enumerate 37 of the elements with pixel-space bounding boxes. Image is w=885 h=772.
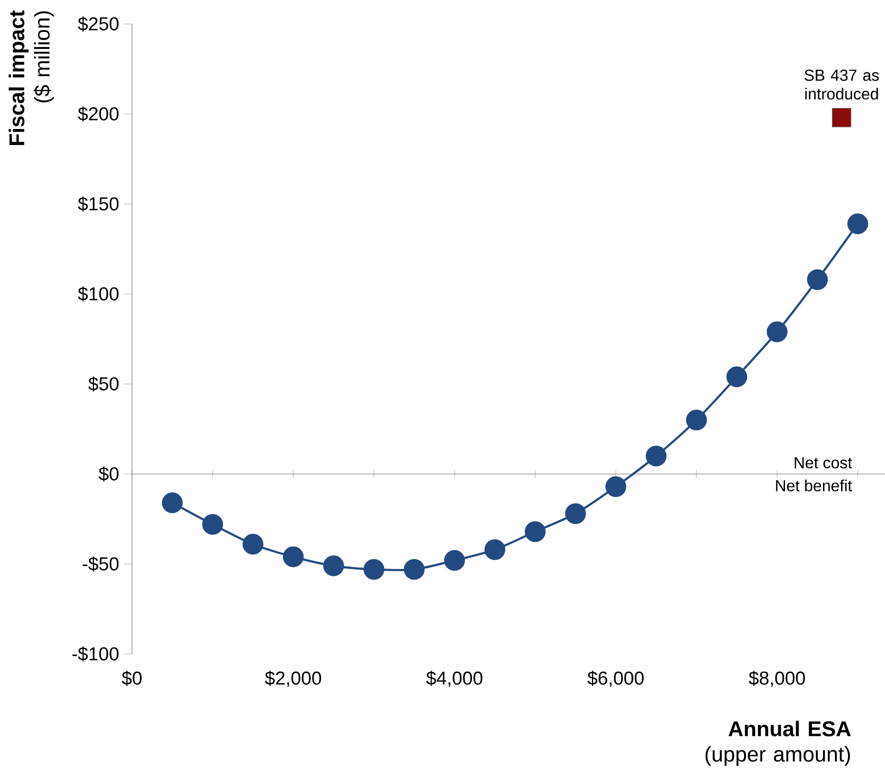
x-axis-title: Annual ESA (upper amount) xyxy=(706,720,851,766)
y-tick-label: $100 xyxy=(78,286,119,302)
point xyxy=(605,476,626,498)
annotation: Net cost xyxy=(794,457,852,468)
point xyxy=(404,559,425,580)
y-tick-label: $150 xyxy=(78,196,119,212)
point xyxy=(766,321,788,342)
point xyxy=(807,269,828,290)
y-tick-label: $200 xyxy=(78,106,119,122)
point xyxy=(524,521,546,542)
point xyxy=(565,503,586,524)
point xyxy=(444,550,465,571)
y-tick-label: $50 xyxy=(88,376,119,392)
point xyxy=(202,514,224,535)
y-tick-label: -$50 xyxy=(82,556,119,572)
point xyxy=(832,108,852,128)
point xyxy=(726,366,748,388)
point xyxy=(162,492,183,514)
point xyxy=(646,446,667,466)
y-tick-label: $0 xyxy=(98,466,119,482)
x-tick-label: $4,000 xyxy=(426,670,482,687)
point xyxy=(323,555,344,576)
x-tick-label: $0 xyxy=(122,670,142,686)
point xyxy=(242,534,264,555)
x-tick-label: $2,000 xyxy=(264,670,322,687)
annotation: Net benefit xyxy=(776,480,852,492)
point xyxy=(686,410,707,430)
y-axis-title: Fiscal impact ($ million) xyxy=(8,10,54,145)
x-tick-label: $6,000 xyxy=(587,670,644,687)
point xyxy=(364,559,384,580)
y-tick-label: -$100 xyxy=(72,646,119,662)
point xyxy=(282,546,304,568)
y-tick-label: $250 xyxy=(78,16,119,32)
x-tick-label: $8,000 xyxy=(748,670,805,687)
point xyxy=(484,539,506,560)
point xyxy=(847,213,868,234)
series-label: SB 437 as introduced xyxy=(804,70,879,100)
